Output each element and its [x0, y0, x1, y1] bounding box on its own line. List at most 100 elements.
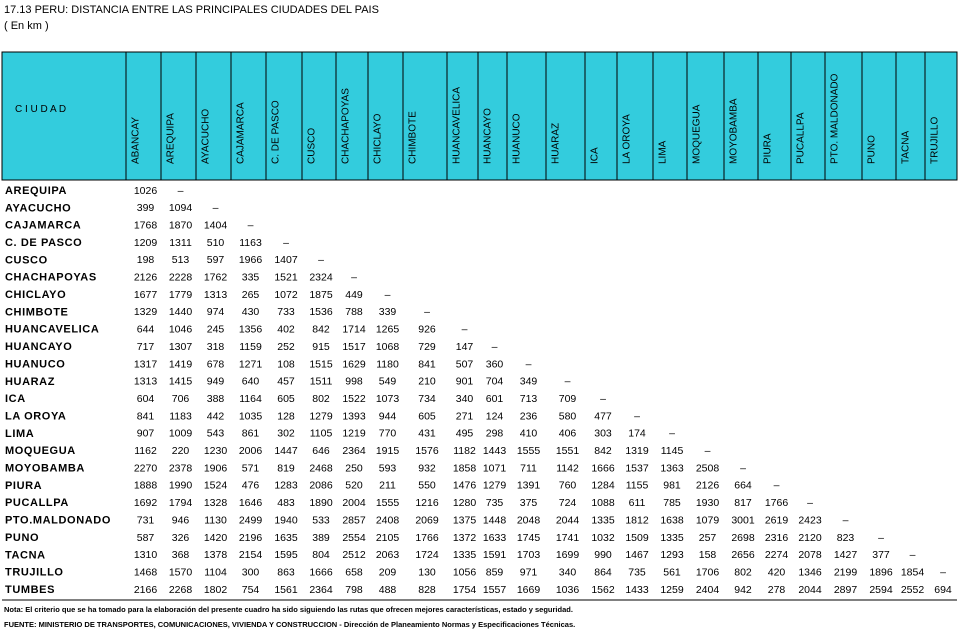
cell: 1990 [169, 480, 193, 492]
cell: 2063 [376, 549, 400, 561]
cell: 640 [242, 376, 260, 388]
header-band [1, 51, 958, 181]
cell: – [807, 497, 813, 509]
cell: 1476 [453, 480, 477, 492]
cell: 1515 [309, 358, 333, 370]
cell: 326 [172, 532, 190, 544]
cell: 1079 [696, 514, 720, 526]
cell: 2006 [239, 445, 263, 457]
column-header: PUNO [867, 135, 878, 164]
cell: 1812 [625, 514, 649, 526]
cell: 1745 [517, 532, 541, 544]
cell: 717 [137, 341, 155, 353]
cell: 1072 [274, 289, 298, 301]
cell: 1329 [134, 306, 158, 318]
cell: 252 [277, 341, 295, 353]
cell: 1536 [309, 306, 333, 318]
cell: 236 [520, 410, 538, 422]
cell: 495 [456, 428, 474, 440]
cell: 1890 [309, 497, 333, 509]
cell: 513 [172, 254, 190, 266]
cell: 430 [242, 306, 260, 318]
cell: 1155 [626, 480, 649, 492]
cell: 842 [594, 445, 612, 457]
cell: 644 [137, 324, 155, 336]
cell: – [526, 358, 532, 370]
cell: 1591 [483, 549, 507, 561]
cell: 587 [137, 532, 155, 544]
cell: 1259 [660, 584, 684, 596]
column-header: CHIMBOTE [408, 111, 419, 164]
cell: 2048 [517, 514, 541, 526]
cell: 2086 [309, 480, 333, 492]
cell: 174 [628, 428, 646, 440]
cell: 571 [242, 462, 260, 474]
cell: 611 [629, 497, 646, 509]
column-header: HUANCAVELICA [452, 87, 463, 164]
cell: – [178, 185, 184, 197]
cell: 1447 [274, 445, 298, 457]
column-header: AREQUIPA [166, 113, 177, 164]
cell: 2857 [342, 514, 366, 526]
cell: 729 [418, 341, 436, 353]
column-header: TRUJILLO [930, 117, 941, 164]
cell: – [740, 462, 746, 474]
cell: 1313 [134, 376, 158, 388]
row-label: HUANUCO [5, 358, 65, 370]
cell: 1802 [204, 584, 228, 596]
cell: 389 [312, 532, 330, 544]
cell: 2154 [239, 549, 263, 561]
row-label: CAJAMARCA [5, 220, 81, 232]
cell: 664 [734, 480, 752, 492]
cell: 271 [456, 410, 474, 422]
cell: – [774, 480, 780, 492]
cell: 1404 [204, 219, 228, 231]
cell: 1328 [204, 497, 228, 509]
cell: 1378 [204, 549, 228, 561]
cell: 1293 [660, 549, 684, 561]
cell: 561 [663, 566, 681, 578]
cell: 302 [277, 428, 295, 440]
cell: 2364 [309, 584, 333, 596]
row-label: MOYOBAMBA [5, 463, 85, 475]
cell: 431 [418, 428, 436, 440]
row-label: TRUJILLO [5, 567, 64, 579]
cell: 949 [207, 376, 225, 388]
title: 17.13 PERU: DISTANCIA ENTRE LAS PRINCIPA… [4, 4, 379, 16]
cell: 2268 [169, 584, 193, 596]
cell: 1056 [453, 566, 477, 578]
cell: 1440 [169, 306, 193, 318]
cell: 1036 [556, 584, 580, 596]
cell: – [910, 549, 916, 561]
row-label: HUANCAYO [5, 341, 72, 353]
cell: 2423 [798, 514, 822, 526]
column-header: CAJAMARCA [236, 102, 247, 164]
column-header: HUARAZ [551, 123, 562, 164]
cell: 1311 [169, 237, 192, 249]
cell: 1356 [239, 324, 263, 336]
cell: 420 [768, 566, 786, 578]
cell: 2228 [169, 272, 193, 284]
column-header: MOYOBAMBA [729, 98, 740, 164]
cell: 375 [520, 497, 538, 509]
cell: 1699 [556, 549, 580, 561]
cell: 2468 [309, 462, 333, 474]
cell: 724 [559, 497, 577, 509]
cell: 1183 [169, 410, 192, 422]
cell: 2698 [731, 532, 755, 544]
row-label: PUNO [5, 532, 39, 544]
cell: 349 [520, 376, 538, 388]
row-label: CHACHAPOYAS [5, 272, 97, 284]
column-header: TACNA [901, 131, 912, 164]
cell: 859 [486, 566, 504, 578]
cell: 864 [594, 566, 612, 578]
cell: 1638 [660, 514, 684, 526]
cell: 1448 [483, 514, 507, 526]
cell: 449 [345, 289, 363, 301]
cell: 932 [418, 462, 436, 474]
cell: 1521 [274, 272, 298, 284]
cell: 1346 [798, 566, 822, 578]
cell: 1724 [415, 549, 439, 561]
cell: 1555 [376, 497, 400, 509]
cell: 1762 [204, 272, 228, 284]
